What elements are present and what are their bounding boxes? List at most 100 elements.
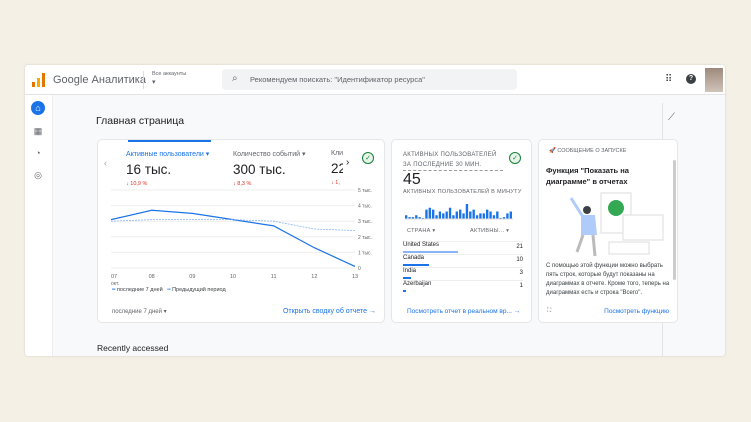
minute-bar <box>418 217 421 219</box>
date-range-selector[interactable]: последние 7 дней ▾ <box>112 309 167 315</box>
chevron-right-icon[interactable]: › <box>346 157 350 168</box>
x-tick-label: 10 <box>230 274 236 280</box>
search-input[interactable]: ⌕ Рекомендуем поискать: "Идентификатор ре… <box>222 69 517 90</box>
minute-bar <box>492 215 496 219</box>
account-selector[interactable]: Все аккаунты ▾ <box>152 71 186 86</box>
y-tick-label: 5 тыс. <box>358 188 372 194</box>
realtime-value: 45 <box>403 171 421 188</box>
avatar[interactable] <box>705 68 723 92</box>
y-tick-label: 1 тыс. <box>358 250 372 256</box>
minute-bar <box>411 217 415 219</box>
launch-tag: СООБЩЕНИЕ О ЗАПУСКЕ <box>557 148 627 154</box>
open-report-link[interactable]: Открыть сводку об отчете → <box>282 308 376 315</box>
metric-tab-active-users[interactable]: Активные пользователи ▾ 16 тыс. ↓ 10,9 % <box>126 151 210 187</box>
line-chart: 0 1 тыс. 2 тыс. 3 тыс. 4 тыс. 5 тыс. 07 08 09 10 1… <box>110 188 372 287</box>
minute-bar <box>425 209 428 219</box>
expand-icon[interactable]: ⛶ <box>547 308 552 314</box>
x-tick-label: 12 <box>311 274 317 280</box>
realtime-report-link[interactable]: Посмотреть отчет в реальном вр... → <box>407 308 521 315</box>
country-row[interactable]: United States 21 <box>403 241 523 254</box>
launch-card: 🚀 СООБЩЕНИЕ О ЗАПУСКЕ Функция "Показать … <box>538 139 678 323</box>
minute-bar <box>482 213 485 219</box>
minute-bar <box>435 215 438 219</box>
country-column-header[interactable]: СТРАНА ▾ <box>407 228 436 234</box>
active-count: 3 <box>519 270 523 276</box>
active-count: 1 <box>519 283 523 289</box>
chevron-down-icon: ▾ <box>152 79 156 86</box>
analytics-logo <box>32 73 45 87</box>
check-circle-icon: ✓ <box>509 152 521 164</box>
minute-bar <box>459 209 462 219</box>
link-label: Посмотреть отчет в реальном вр... <box>407 308 512 315</box>
column-label: СТРАНА <box>407 228 431 234</box>
minute-bar <box>479 213 482 219</box>
sidebar: ⌂ ▦ ◔ ◎ <box>25 95 53 356</box>
metric-value: 16 тыс. <box>126 162 172 177</box>
minute-bar <box>428 207 431 219</box>
share-bar <box>403 251 458 253</box>
active-count: 10 <box>516 257 523 263</box>
minute-bar <box>415 215 418 219</box>
check-circle-icon: ✓ <box>362 152 374 164</box>
minute-bar <box>408 217 411 219</box>
minute-bar <box>445 211 448 219</box>
minute-bar <box>475 215 479 219</box>
search-icon: ⌕ <box>232 73 238 84</box>
metric-label: Количество событий <box>233 151 301 158</box>
home-icon[interactable]: ⌂ <box>31 101 45 115</box>
country-row[interactable]: India 3 <box>403 267 523 280</box>
metric-delta: 10,9 % <box>130 181 148 187</box>
reports-icon[interactable]: ▦ <box>33 126 43 136</box>
date-range-label: последние 7 дней <box>112 309 162 315</box>
active-tab-indicator <box>128 140 211 142</box>
advertising-icon[interactable]: ◎ <box>34 170 42 180</box>
scrollbar[interactable] <box>673 160 676 280</box>
explore-icon[interactable]: ◔ <box>35 148 41 158</box>
realtime-card: АКТИВНЫХ ПОЛЬЗОВАТЕЛЕЙ ЗА ПОСЛЕДНИЕ 30 М… <box>391 139 532 323</box>
insights-icon[interactable]: ⟋ <box>668 112 675 123</box>
apps-grid-icon[interactable]: ⠿ <box>665 74 673 85</box>
metric-label: Активные пользователи <box>126 151 204 158</box>
x-tick-label: 07 <box>111 274 117 280</box>
page-title: Главная страница <box>96 115 185 127</box>
brand-name: Google Аналитика <box>53 74 146 86</box>
launch-illustration <box>569 192 664 257</box>
legend-previous: Предыдущий период <box>172 287 226 293</box>
metric-delta: 1, <box>335 180 340 186</box>
country-row[interactable]: Azerbaijan 1 <box>403 280 523 293</box>
minute-bar <box>496 211 499 219</box>
app-window: Google Аналитика Все аккаунты ▾ ⌕ Рекоменд… <box>25 65 725 356</box>
minute-bar <box>442 213 445 219</box>
y-tick-label: 4 тыс. <box>358 204 372 210</box>
per-minute-bar-chart <box>405 204 513 220</box>
country-row[interactable]: Canada 10 <box>403 254 523 267</box>
view-feature-link[interactable]: Посмотреть функцию <box>604 308 669 315</box>
metric-tab-clicks[interactable]: Кли 22 ↓ 1, <box>331 150 343 186</box>
metric-tab-event-count[interactable]: Количество событий ▾ 300 тыс. ↓ 8,3 % <box>233 151 306 187</box>
metric-value: 22 <box>331 161 343 176</box>
chevron-left-icon[interactable]: ‹ <box>104 158 107 168</box>
share-bar <box>403 277 411 279</box>
metric-label: Кли <box>331 150 343 157</box>
recently-accessed-heading: Recently accessed <box>97 343 169 353</box>
legend-current: последние 7 дней <box>116 287 163 293</box>
x-tick-label: 08 <box>149 274 155 280</box>
per-minute-label: АКТИВНЫХ ПОЛЬЗОВАТЕЛЕЙ В МИНУТУ <box>403 189 522 195</box>
launch-title: Функция "Показать на диаграмме" в отчета… <box>546 166 629 186</box>
metric-delta: 8,3 % <box>237 181 252 187</box>
minute-bar <box>469 211 472 219</box>
country-name: United States <box>403 242 440 248</box>
minute-bar <box>489 211 492 219</box>
minute-bar <box>462 213 465 219</box>
metric-value: 300 тыс. <box>233 162 286 177</box>
y-tick-label: 3 тыс. <box>358 219 372 225</box>
minute-bar <box>486 209 489 219</box>
active-column-header[interactable]: АКТИВНЫ... ▾ <box>470 228 510 234</box>
x-tick-label: 11 <box>271 274 277 280</box>
help-icon[interactable]: ? <box>686 74 696 84</box>
series-line-current <box>110 209 356 267</box>
minute-bar <box>509 211 512 219</box>
minute-bar <box>506 213 509 219</box>
rocket-icon: 🚀 <box>549 148 556 154</box>
x-tick-label: 09 <box>189 274 195 280</box>
